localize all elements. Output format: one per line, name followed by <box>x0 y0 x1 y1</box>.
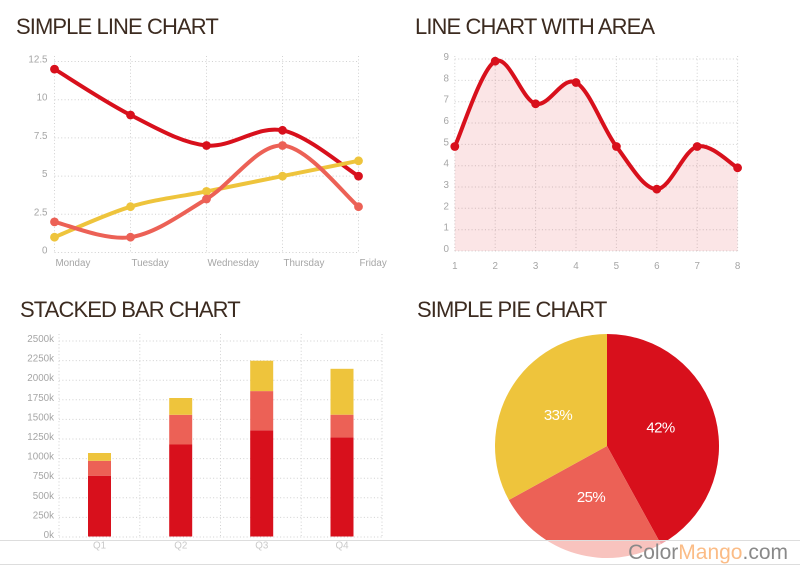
svg-text:2500k: 2500k <box>27 334 54 345</box>
svg-text:1: 1 <box>444 223 449 234</box>
svg-text:3: 3 <box>444 180 450 191</box>
svg-text:Friday: Friday <box>360 258 387 269</box>
svg-text:42%: 42% <box>646 420 674 437</box>
svg-text:2250k: 2250k <box>27 354 54 365</box>
svg-text:7: 7 <box>694 261 699 272</box>
svg-text:250k: 250k <box>33 510 54 521</box>
svg-text:2: 2 <box>492 261 497 272</box>
svg-text:4: 4 <box>573 261 579 272</box>
svg-text:Tuesday: Tuesday <box>132 258 169 269</box>
svg-text:750k: 750k <box>33 471 54 482</box>
svg-text:5: 5 <box>614 261 620 272</box>
svg-text:Q3: Q3 <box>255 541 269 552</box>
svg-text:4: 4 <box>444 159 450 170</box>
svg-text:2.5: 2.5 <box>34 207 48 218</box>
svg-text:Q4: Q4 <box>335 541 349 552</box>
svg-text:Monday: Monday <box>56 258 91 269</box>
svg-text:9: 9 <box>444 52 449 63</box>
svg-text:500k: 500k <box>33 491 54 502</box>
svg-text:6: 6 <box>654 261 660 272</box>
svg-text:5: 5 <box>42 169 48 180</box>
svg-text:Q1: Q1 <box>93 541 106 552</box>
svg-text:1750k: 1750k <box>27 393 54 404</box>
svg-text:Wednesday: Wednesday <box>208 258 260 269</box>
svg-text:3: 3 <box>533 261 539 272</box>
svg-text:7: 7 <box>444 95 449 106</box>
svg-text:0: 0 <box>42 246 48 257</box>
svg-text:ColorMango.com: ColorMango.com <box>628 541 788 564</box>
svg-text:0k: 0k <box>44 530 54 541</box>
svg-text:8: 8 <box>444 73 450 84</box>
svg-text:2: 2 <box>444 201 449 212</box>
svg-text:6: 6 <box>444 116 450 127</box>
svg-text:2000k: 2000k <box>27 373 54 384</box>
svg-text:1500k: 1500k <box>27 412 54 423</box>
svg-text:1: 1 <box>452 261 457 272</box>
svg-text:10: 10 <box>37 93 48 104</box>
svg-text:8: 8 <box>735 261 741 272</box>
svg-text:Thursday: Thursday <box>284 258 325 269</box>
svg-text:33%: 33% <box>544 407 572 424</box>
svg-text:Q2: Q2 <box>174 541 187 552</box>
svg-text:0: 0 <box>444 244 450 255</box>
svg-text:7.5: 7.5 <box>34 131 48 142</box>
svg-text:12.5: 12.5 <box>28 55 48 66</box>
svg-text:5: 5 <box>444 137 450 148</box>
svg-text:1000k: 1000k <box>27 452 54 463</box>
svg-text:1250k: 1250k <box>27 432 54 443</box>
svg-text:25%: 25% <box>577 489 605 506</box>
